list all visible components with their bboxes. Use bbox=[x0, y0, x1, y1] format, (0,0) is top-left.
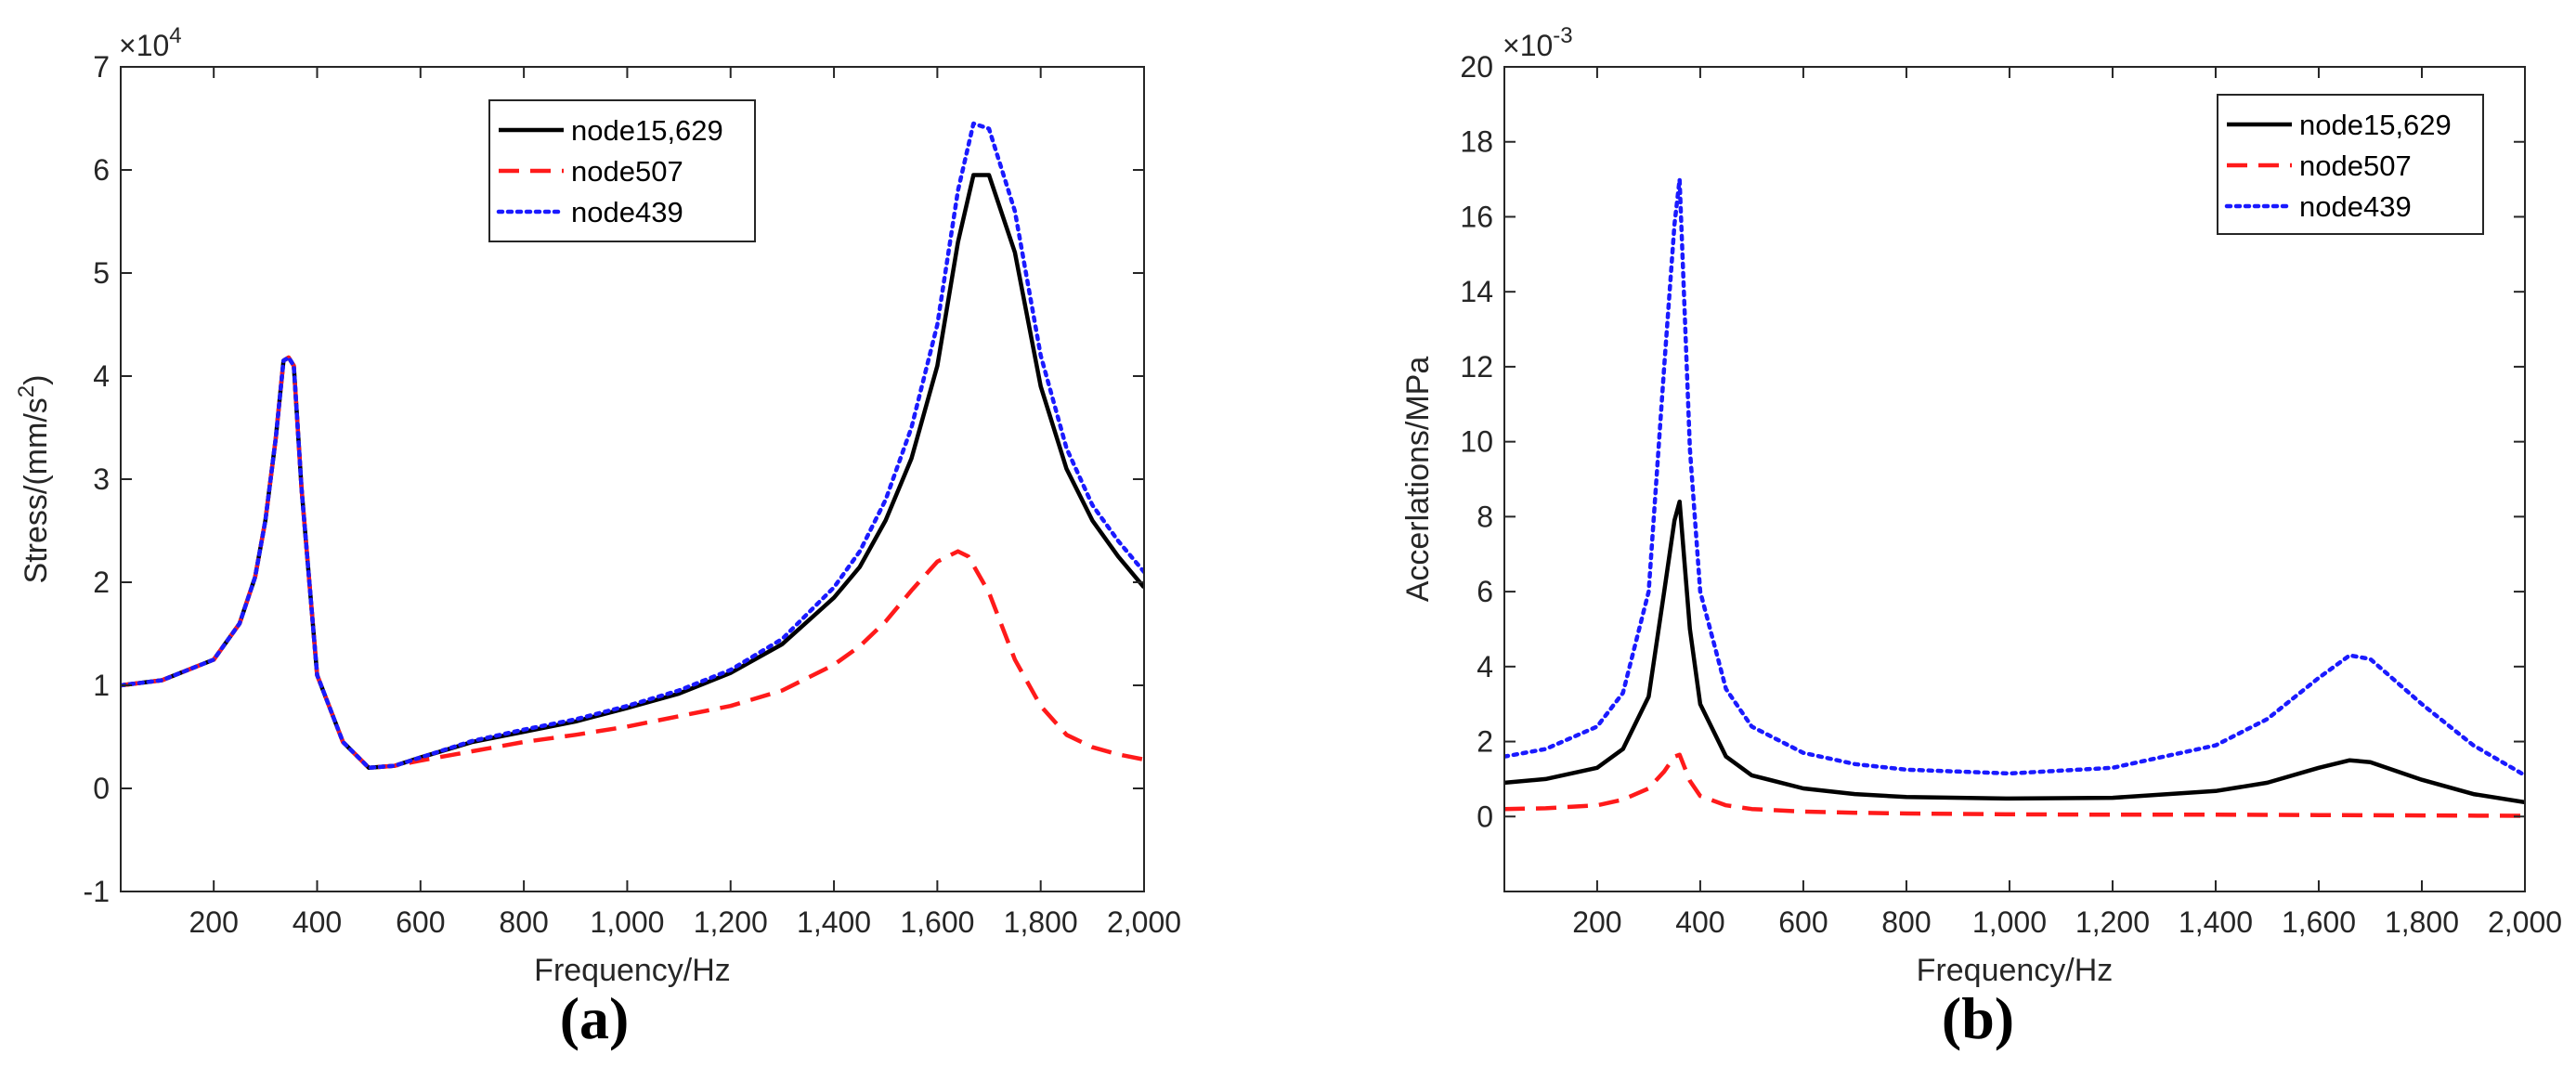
series-line-node507 bbox=[121, 355, 1144, 771]
series-line-node507 bbox=[1504, 752, 2525, 818]
y-tick-label: 2 bbox=[1477, 725, 1493, 759]
y-tick-label: 4 bbox=[1477, 650, 1493, 683]
legend-entry-label: node439 bbox=[2299, 190, 2412, 223]
y-multiplier-exponent: 4 bbox=[169, 23, 181, 48]
x-tick-label: 1,000 bbox=[590, 905, 664, 939]
y-tick-label: 12 bbox=[1460, 350, 1493, 384]
chart-panel-b: 200 400 600 800 1,000 1,200 1,400 1,600 1,800 2,0… bbox=[1400, 23, 2562, 1051]
y-tick-label: 10 bbox=[1460, 425, 1493, 459]
y-tick-label: 16 bbox=[1460, 200, 1493, 233]
x-tick-label: 1,400 bbox=[797, 905, 871, 939]
y-tick-label: 18 bbox=[1460, 125, 1493, 159]
y-axis-title: Stress/(mm/s2) bbox=[14, 375, 54, 584]
y-tick-label: -1 bbox=[84, 875, 110, 908]
x-tick-label: 1,800 bbox=[1004, 905, 1078, 939]
y-tick-label: 6 bbox=[1477, 575, 1493, 608]
y-tick-label: 6 bbox=[93, 153, 110, 187]
y-axis-title-close: ) bbox=[19, 375, 54, 385]
legend-entry-label: node507 bbox=[571, 155, 683, 188]
legend-entry-label: node439 bbox=[571, 196, 683, 228]
y-tick-label: 7 bbox=[93, 50, 110, 84]
series-line-node439 bbox=[121, 121, 1144, 771]
x-tick-label: 400 bbox=[293, 905, 342, 939]
y-tick-label: 5 bbox=[93, 256, 110, 290]
x-tick-label: 600 bbox=[396, 905, 445, 939]
y-tick-label: 1 bbox=[93, 669, 110, 702]
legend-entry-label: node15,629 bbox=[571, 114, 723, 147]
y-multiplier-label: ×10-3 bbox=[1503, 23, 1573, 62]
legend-entry-label: node507 bbox=[2299, 150, 2412, 182]
x-tick-label: 200 bbox=[1572, 905, 1621, 939]
x-tick-label: 1,400 bbox=[2179, 905, 2253, 939]
x-tick-label: 800 bbox=[1881, 905, 1931, 939]
x-axis-title: Frequency/Hz bbox=[534, 953, 731, 988]
x-tick-label: 2,000 bbox=[1107, 905, 1181, 939]
series-line-node439 bbox=[1504, 176, 2525, 778]
legend: node15,629 node507 node439 bbox=[488, 99, 756, 242]
y-tick-label: 3 bbox=[93, 462, 110, 496]
x-tick-label: 1,200 bbox=[694, 905, 768, 939]
x-tick-label: 200 bbox=[189, 905, 238, 939]
x-tick-label: 1,200 bbox=[2075, 905, 2150, 939]
chart-panel-a: 200 400 600 800 1,000 1,200 1,400 1,600 1,800 2,0… bbox=[14, 23, 1181, 1051]
panel-label: (a) bbox=[560, 985, 630, 1051]
x-tick-label: 1,000 bbox=[1972, 905, 2047, 939]
series-line-node15-629 bbox=[1504, 499, 2525, 805]
x-tick-label: 400 bbox=[1675, 905, 1724, 939]
x-tick-label: 600 bbox=[1778, 905, 1828, 939]
y-axis-title-main: Stress/(mm/s bbox=[19, 397, 54, 583]
y-tick-label: 14 bbox=[1460, 275, 1493, 308]
y-multiplier-exponent: -3 bbox=[1553, 23, 1572, 48]
x-axis-title: Frequency/Hz bbox=[1917, 953, 2114, 988]
y-tick-label: 0 bbox=[93, 772, 110, 805]
x-tick-label: 1,600 bbox=[900, 905, 974, 939]
y-tick-label: 2 bbox=[93, 566, 110, 599]
legend: node15,629 node507 node439 bbox=[2217, 94, 2484, 235]
y-tick-label: 0 bbox=[1477, 800, 1493, 833]
panel-label: (b) bbox=[1942, 985, 2014, 1051]
y-tick-label: 8 bbox=[1477, 500, 1493, 533]
x-tick-label: 2,000 bbox=[2488, 905, 2562, 939]
x-tick-label: 1,800 bbox=[2385, 905, 2459, 939]
x-tick-label: 800 bbox=[499, 905, 548, 939]
y-tick-label: 20 bbox=[1460, 50, 1493, 84]
x-tick-label: 1,600 bbox=[2282, 905, 2356, 939]
legend-entry-label: node15,629 bbox=[2299, 109, 2452, 141]
y-tick-label: 4 bbox=[93, 359, 110, 393]
axes-box bbox=[1503, 66, 2526, 892]
y-multiplier-label: ×104 bbox=[119, 23, 182, 62]
y-axis-title-sup: 2 bbox=[14, 385, 39, 397]
y-axis-title: Accerlations/MPa bbox=[1400, 357, 1436, 603]
